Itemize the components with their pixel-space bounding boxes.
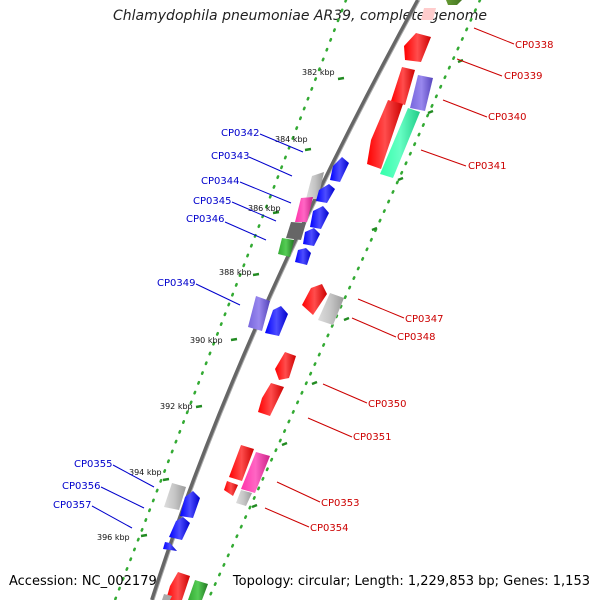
gene-label-CP0350[interactable]: CP0350 bbox=[368, 399, 406, 410]
gene-block-CP0340[interactable] bbox=[410, 75, 433, 111]
gene-label-CP0339[interactable]: CP0339 bbox=[504, 71, 542, 82]
reverse-gene-labels: CP0338 CP0339 CP0340 CP0341 CP0347 CP034… bbox=[310, 40, 553, 534]
gene-label-CP0340[interactable]: CP0340 bbox=[488, 112, 526, 123]
reverse-leader-lines bbox=[264, 27, 515, 528]
gene-block-CP0354[interactable] bbox=[236, 490, 252, 506]
gene-label-CP0345[interactable]: CP0345 bbox=[193, 196, 231, 207]
gene-arrow-CP0351[interactable] bbox=[258, 383, 284, 416]
gene-block-red-CP0339[interactable] bbox=[391, 67, 415, 105]
forward-leader-lines bbox=[91, 133, 304, 529]
gene-arrow-CP0357[interactable] bbox=[163, 542, 177, 551]
gene-arrow-CP0342[interactable] bbox=[330, 157, 349, 182]
gene-label-CP0342[interactable]: CP0342 bbox=[221, 128, 259, 139]
gene-block-CP0346-green[interactable] bbox=[278, 238, 294, 257]
gene-arrow-CP0338[interactable] bbox=[404, 33, 431, 62]
gene-label-CP0346[interactable]: CP0346 bbox=[186, 214, 224, 225]
gene-label-CP0341[interactable]: CP0341 bbox=[468, 161, 506, 172]
gene-label-CP0343[interactable]: CP0343 bbox=[211, 151, 249, 162]
gene-block-CP0353-red[interactable] bbox=[229, 445, 254, 481]
gene-block-CP0341[interactable] bbox=[380, 108, 420, 178]
gene-block-CP0355[interactable] bbox=[164, 483, 186, 510]
gene-arrow-CP0349[interactable] bbox=[265, 306, 288, 336]
forward-gene-labels: CP0342 CP0343 CP0344 CP0345 CP0346 CP034… bbox=[53, 128, 259, 511]
gene-arrow-CP0353[interactable] bbox=[224, 481, 238, 496]
gene-arrow-CP0340[interactable] bbox=[367, 100, 403, 169]
gene-block-CP0349[interactable] bbox=[248, 296, 270, 331]
kbp-label-394: 394 kbp bbox=[129, 468, 162, 477]
gene-label-CP0354[interactable]: CP0354 bbox=[310, 523, 348, 534]
gene-arrow-CP0355[interactable] bbox=[180, 491, 200, 518]
gene-block-CP0346-grey[interactable] bbox=[286, 222, 306, 240]
gene-arrow-CP0347[interactable] bbox=[302, 284, 327, 315]
kbp-label-386: 386 kbp bbox=[248, 204, 281, 213]
gene-arrow-CP0356[interactable] bbox=[169, 517, 190, 540]
gene-block-top-olive[interactable] bbox=[446, 0, 462, 5]
gene-label-CP0344[interactable]: CP0344 bbox=[201, 176, 239, 187]
gene-block-CP0348[interactable] bbox=[318, 293, 344, 325]
gene-label-CP0347[interactable]: CP0347 bbox=[405, 314, 443, 325]
gene-label-CP0351[interactable]: CP0351 bbox=[353, 432, 391, 443]
dotted-track-lines bbox=[113, 0, 482, 600]
gene-arrow-CP0350[interactable] bbox=[275, 352, 296, 380]
kbp-label-392: 392 kbp bbox=[160, 402, 193, 411]
gene-arrow-CP0346-c[interactable] bbox=[295, 248, 311, 265]
gene-block-bottom-green[interactable] bbox=[188, 580, 208, 600]
gene-block-CP0345[interactable] bbox=[295, 197, 313, 222]
gene-label-CP0349[interactable]: CP0349 bbox=[157, 278, 195, 289]
gene-label-CP0353[interactable]: CP0353 bbox=[321, 498, 359, 509]
reverse-strand-genes bbox=[162, 0, 462, 600]
kbp-label-388: 388 kbp bbox=[219, 268, 252, 277]
gene-arrow-CP0346[interactable] bbox=[310, 206, 329, 229]
accession-text: Accession: NC_002179 bbox=[9, 574, 157, 589]
gene-arrow-bottom-red[interactable] bbox=[166, 572, 190, 600]
gene-block-bottom-grey[interactable] bbox=[162, 594, 172, 600]
forward-strand-genes bbox=[163, 157, 349, 551]
kbp-label-396: 396 kbp bbox=[97, 533, 130, 542]
gene-block-CP0353[interactable] bbox=[241, 452, 270, 493]
gene-block-CP0338[interactable] bbox=[421, 8, 436, 20]
map-title: Chlamydophila pneumoniae AR39, complete … bbox=[113, 8, 487, 24]
gene-label-CP0348[interactable]: CP0348 bbox=[397, 332, 435, 343]
gene-label-CP0355[interactable]: CP0355 bbox=[74, 459, 112, 470]
gene-label-CP0357[interactable]: CP0357 bbox=[53, 500, 91, 511]
kbp-label-382: 382 kbp bbox=[302, 68, 335, 77]
kbp-label-390: 390 kbp bbox=[190, 336, 223, 345]
genome-summary-text: Topology: circular; Length: 1,229,853 bp… bbox=[232, 574, 590, 589]
gene-label-CP0356[interactable]: CP0356 bbox=[62, 481, 100, 492]
gene-arrow-CP0344[interactable] bbox=[316, 184, 335, 203]
kbp-label-384: 384 kbp bbox=[275, 135, 308, 144]
kbp-tick-marks bbox=[140, 58, 464, 538]
kbp-labels: 382 kbp 384 kbp 386 kbp 388 kbp 390 kbp … bbox=[97, 68, 335, 542]
gene-arrow-CP0346-b[interactable] bbox=[303, 228, 320, 246]
gene-label-CP0338[interactable]: CP0338 bbox=[515, 40, 553, 51]
